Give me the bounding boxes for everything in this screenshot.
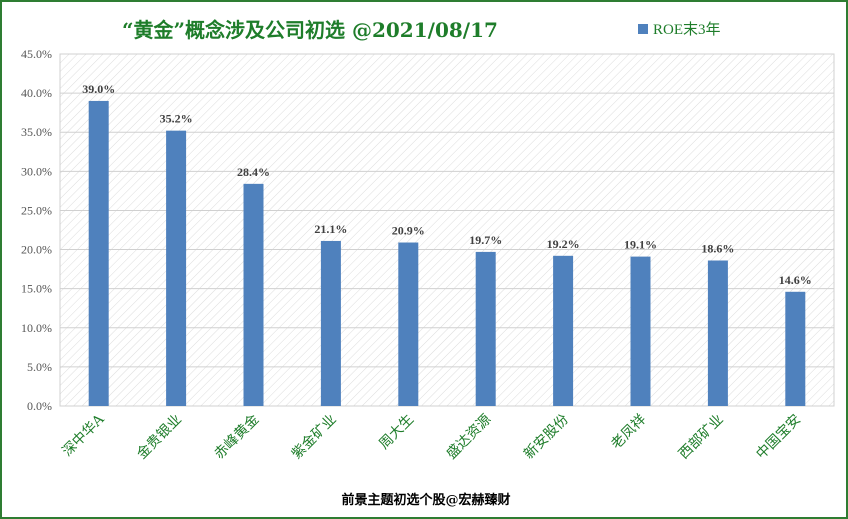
legend: ROE末3年 [638, 18, 721, 39]
y-tick-label: 40.0% [21, 86, 52, 100]
gridlines [60, 53, 834, 407]
data-label: 19.2% [547, 237, 580, 251]
bar [630, 256, 651, 406]
legend-swatch [638, 23, 648, 34]
y-tick-label: 10.0% [21, 321, 52, 335]
bar [243, 183, 264, 406]
data-label: 18.6% [701, 242, 734, 256]
footer-caption: 前景主题初选个股@宏赫臻财 [341, 493, 511, 508]
y-tick-label: 15.0% [21, 282, 52, 296]
data-label: 14.6% [779, 273, 812, 287]
y-tick-label: 25.0% [21, 203, 52, 217]
category-label: 紫金矿业 [289, 412, 340, 463]
data-label: 28.4% [237, 165, 270, 179]
y-tick-label: 35.0% [21, 125, 52, 139]
data-label: 19.7% [469, 233, 502, 247]
bar [398, 242, 419, 406]
category-label: 周大生 [376, 412, 417, 453]
chart-title: “黄金”概念涉及公司初选 @2021/08/17 [122, 18, 498, 42]
category-label: 赤峰黄金 [211, 411, 263, 463]
legend-label: ROE末3年 [653, 22, 721, 38]
category-label: 金贵银业 [134, 412, 185, 463]
bar [166, 130, 187, 406]
plot-area [59, 53, 835, 407]
bar [88, 100, 109, 406]
y-axis-ticks: 0.0% 5.0% 10.0% 15.0% 20.0% 25.0% 30.0% 35.0% 40… [21, 47, 52, 413]
category-label: 深中华A [59, 411, 108, 460]
y-tick-label: 30.0% [21, 164, 52, 178]
data-label: 35.2% [160, 112, 193, 126]
bar [320, 240, 341, 406]
y-tick-label: 5.0% [27, 360, 52, 374]
y-tick-label: 0.0% [27, 399, 52, 413]
data-label: 19.1% [624, 238, 657, 252]
bar [475, 251, 496, 406]
bar [785, 291, 806, 406]
data-label: 39.0% [82, 82, 115, 96]
data-label: 20.9% [392, 224, 425, 238]
category-labels: 深中华A 金贵银业 赤峰黄金 紫金矿业 周大生 盛达资源 新安股份 老凤祥 西部矿业 中国宝安 [59, 411, 804, 463]
y-tick-label: 20.0% [21, 243, 52, 257]
category-label: 西部矿业 [676, 412, 727, 463]
category-label: 新安股份 [521, 412, 572, 463]
category-label: 中国宝安 [753, 412, 804, 463]
category-label: 盛达资源 [444, 412, 495, 463]
y-tick-label: 45.0% [21, 47, 52, 61]
bar [707, 260, 728, 406]
bar [553, 255, 574, 406]
category-label: 老凤祥 [608, 412, 649, 453]
data-label: 21.1% [314, 222, 347, 236]
data-labels: 39.0% 35.2% 28.4% 21.1% 20.9% 19.7% 19.2% 19.1%… [82, 82, 812, 287]
bars [88, 100, 806, 406]
